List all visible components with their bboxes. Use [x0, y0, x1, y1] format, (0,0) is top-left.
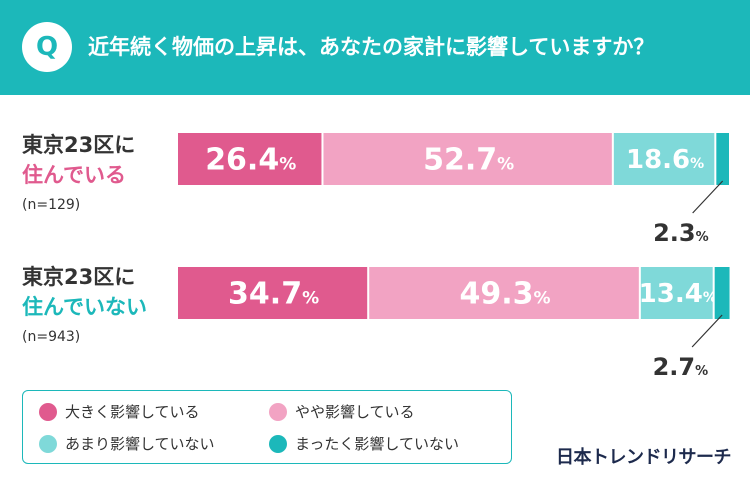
legend-swatch	[39, 402, 57, 421]
group-sample-size: (n=129)	[22, 197, 81, 213]
bar-segment	[369, 267, 639, 319]
group-label-outside: 東京23区に 住んでいない (n=943)	[22, 262, 147, 349]
bar-segment	[178, 133, 322, 185]
data-label: 34.7%	[228, 277, 319, 312]
legend-item: 大きく影響している	[39, 401, 200, 422]
legend-item: まったく影響していない	[269, 433, 459, 454]
bar-segment	[323, 133, 612, 185]
group-label-line2: 住んでいる	[22, 163, 126, 187]
legend-swatch	[39, 434, 57, 453]
brand-logo: 日本トレンドリサーチ	[556, 447, 732, 468]
data-label: 26.4%	[205, 143, 296, 178]
data-label: 49.3%	[459, 277, 550, 312]
legend-swatch	[269, 434, 287, 453]
legend-label: やや影響している	[295, 403, 415, 421]
group-label-line1: 東京23区に	[22, 265, 136, 289]
bar-segment	[178, 267, 368, 319]
legend-label: あまり影響していない	[65, 435, 215, 453]
question-header: Q 近年続く物価の上昇は、あなたの家計に影響していますか？	[0, 0, 750, 95]
group-label-line2: 住んでいない	[22, 295, 147, 319]
bar-segment	[613, 133, 715, 185]
group-label-line1: 東京23区に	[22, 133, 136, 157]
group-sample-size: (n=943)	[22, 329, 81, 345]
group-label-inside: 東京23区に 住んでいる (n=129)	[22, 130, 135, 217]
legend-swatch	[269, 402, 287, 421]
legend-label: 大きく影響している	[65, 403, 200, 421]
data-label: 52.7%	[423, 143, 514, 178]
data-label-callout: 2.3%	[653, 219, 709, 247]
legend-label: まったく影響していない	[295, 435, 459, 453]
bar-segment	[640, 267, 713, 319]
callout-line	[692, 180, 724, 214]
legend-item: やや影響している	[269, 401, 415, 422]
bar-segment	[714, 267, 730, 319]
bar-segment	[716, 133, 729, 185]
stacked-bar-chart: 26.4% 52.7% 18.6% 2.3% 34.7% 49.3% 13.4% 2.7%	[178, 133, 730, 381]
legend: 大きく影響している やや影響している あまり影響していない まったく影響していな…	[22, 390, 512, 464]
callout-line	[691, 314, 723, 348]
legend-item: あまり影響していない	[39, 433, 215, 454]
question-text: 近年続く物価の上昇は、あなたの家計に影響していますか？	[88, 35, 655, 59]
data-label: 13.4%	[639, 279, 717, 309]
data-label-callout: 2.7%	[653, 353, 709, 381]
q-badge: Q	[22, 22, 72, 72]
data-label: 18.6%	[626, 145, 704, 175]
